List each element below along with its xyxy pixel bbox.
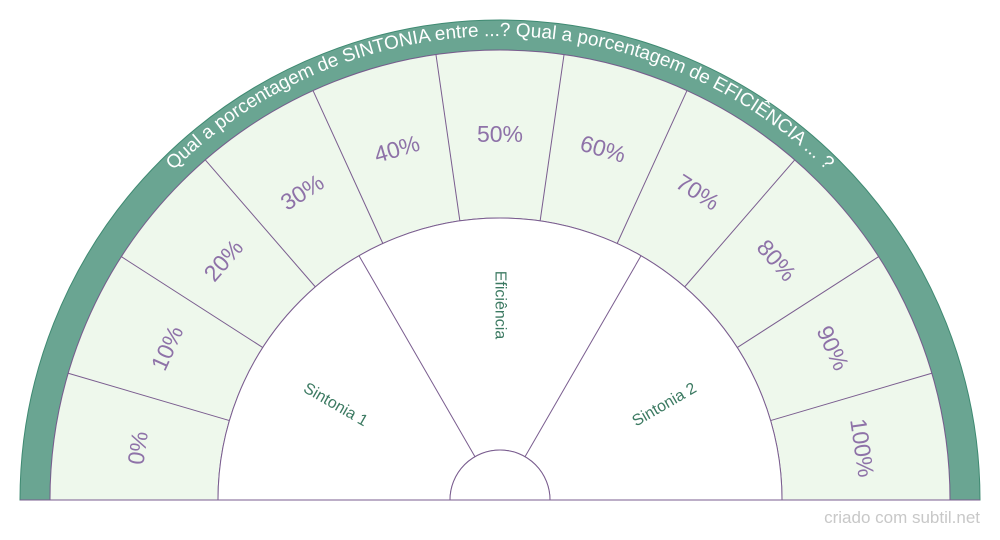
center-hub [449,449,551,501]
sector-dividers [358,255,642,457]
scale-divider [435,54,461,221]
credit-footer: criado com subtil.net [824,508,980,527]
scale-divider [684,159,796,288]
scale-label: 0% [122,430,152,467]
scale-divider [539,54,565,221]
scale-divider [616,90,688,244]
sector-label: Eficiência [492,271,509,340]
scale-label: 50% [477,121,523,147]
scale-divider [770,372,932,422]
scale-divider [204,159,316,288]
scale-divider [121,256,264,348]
scale-divider [68,372,230,422]
sector-divider [524,255,642,457]
scale-divider [736,256,879,348]
scale-dividers [68,54,932,422]
sector-divider [358,255,476,457]
scale-divider [312,90,384,244]
